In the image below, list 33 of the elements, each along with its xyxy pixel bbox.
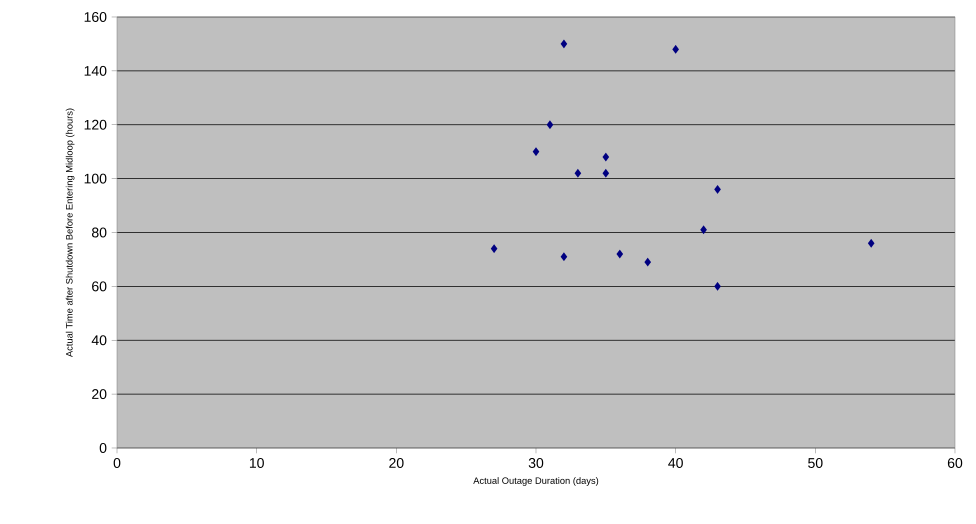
- x-tick-label: 60: [948, 458, 962, 468]
- point: [700, 226, 707, 234]
- y-axis-title: Actual Time after Shutdown Before Entering Midloop (hours): [66, 108, 74, 358]
- point: [714, 185, 721, 194]
- point: [672, 45, 679, 54]
- y-tick-label: 160: [84, 12, 106, 22]
- y-tick-label: 80: [92, 228, 106, 238]
- point: [644, 258, 651, 266]
- point: [616, 250, 624, 258]
- point: [490, 244, 498, 253]
- y-tick-label: 60: [92, 281, 106, 292]
- x-tick-label: 30: [528, 458, 544, 468]
- y-tick-label: 20: [92, 389, 106, 400]
- y-tick-label: 100: [84, 174, 106, 184]
- x-tick-label: 0: [114, 458, 120, 468]
- y-tick-label: 120: [84, 120, 106, 130]
- point: [532, 147, 540, 156]
- x-tick-label: 20: [389, 458, 404, 468]
- y-tick-label: 0: [100, 443, 106, 453]
- x-tick-label: 40: [668, 458, 683, 468]
- point: [868, 238, 874, 248]
- point: [560, 252, 568, 262]
- y-tick-label: 140: [84, 66, 106, 76]
- point: [602, 168, 610, 178]
- point: [602, 152, 610, 162]
- y-tick-label: 40: [92, 335, 106, 346]
- x-tick-label: 50: [808, 458, 823, 468]
- point: [546, 120, 554, 130]
- point: [714, 282, 721, 291]
- point: [574, 168, 582, 178]
- point: [560, 40, 568, 48]
- x-axis-title: Actual Outage Duration (days): [473, 477, 598, 486]
- x-tick-label: 10: [250, 458, 264, 468]
